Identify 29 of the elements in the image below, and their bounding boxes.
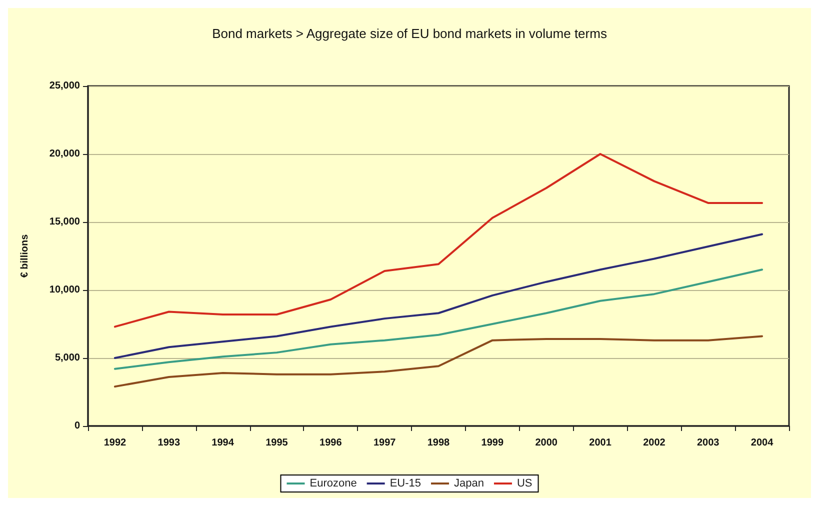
line-series bbox=[114, 233, 764, 359]
x-tick-label: 2001 bbox=[589, 438, 612, 448]
y-tick-label: 5,000 bbox=[54, 352, 80, 364]
x-tick-label: 1994 bbox=[212, 438, 234, 448]
x-tick-label: 2003 bbox=[696, 438, 720, 448]
x-tick-label: 2000 bbox=[535, 438, 558, 448]
legend-label: Eurozone bbox=[310, 478, 357, 490]
x-tick-label: 2004 bbox=[750, 438, 774, 448]
line-series bbox=[114, 335, 764, 388]
legend-label: US bbox=[516, 478, 532, 490]
legend-label: Japan bbox=[454, 478, 484, 490]
x-tick-label: 1997 bbox=[373, 438, 396, 448]
y-tick-label: 25,000 bbox=[49, 80, 80, 92]
x-tick-label: 1995 bbox=[266, 438, 288, 448]
y-tick-label: 10,000 bbox=[49, 284, 80, 296]
x-tick-label: 1999 bbox=[481, 438, 504, 448]
legend-label: EU-15 bbox=[390, 478, 422, 490]
y-axis-title: € billions bbox=[20, 234, 30, 278]
x-tick-label: 1992 bbox=[104, 438, 127, 448]
x-tick-label: 1998 bbox=[427, 438, 450, 448]
chart-title: Bond markets > Aggregate size of EU bond markets in volume terms bbox=[212, 26, 608, 41]
x-tick-label: 2002 bbox=[643, 438, 666, 448]
line-series bbox=[114, 153, 764, 328]
x-tick-label: 1993 bbox=[158, 438, 180, 448]
x-tick-label: 1996 bbox=[320, 438, 342, 448]
y-tick-label: 15,000 bbox=[49, 216, 80, 228]
line-series bbox=[114, 268, 764, 370]
y-tick-label: 0 bbox=[74, 420, 80, 432]
y-tick-label: 20,000 bbox=[49, 148, 80, 160]
